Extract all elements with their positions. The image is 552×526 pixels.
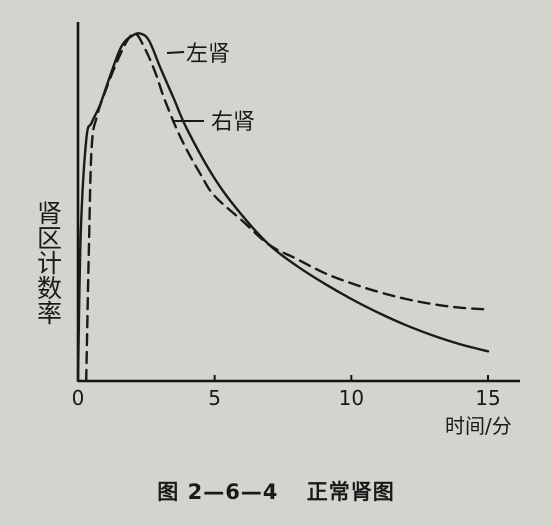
right-kidney-label: 右肾	[211, 110, 255, 135]
right-kidney-curve	[85, 32, 490, 383]
series-layer	[76, 32, 490, 383]
x-tick-label: 5	[208, 386, 221, 410]
figure-number: 图 2—6—4	[157, 480, 279, 504]
x-tick-label: 10	[339, 386, 364, 410]
x-axis-ticks: 0 5 10 15	[72, 375, 501, 410]
x-tick-label: 15	[475, 386, 500, 410]
y-axis-label: 肾区计数率	[34, 200, 63, 325]
figure-caption: 图 2—6—4 正常肾图	[0, 476, 552, 506]
x-axis-label: 时间/分	[445, 414, 512, 438]
left-kidney-leader-line	[166, 51, 185, 54]
left-kidney-label: 左肾	[186, 42, 230, 67]
left-kidney-curve	[76, 32, 490, 383]
x-tick-label: 0	[72, 386, 85, 410]
figure-title: 正常肾图	[306, 480, 395, 504]
